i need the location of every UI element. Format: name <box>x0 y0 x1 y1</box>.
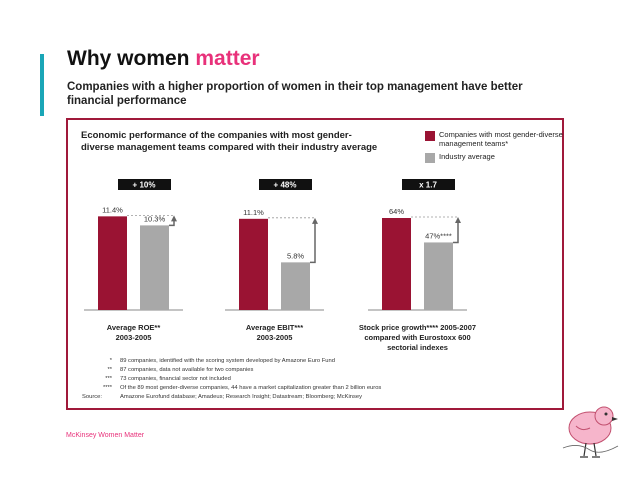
bar-value-label: 10.3% <box>144 214 166 223</box>
difference-arrow <box>453 221 459 244</box>
source-text: Amazone Eurofund database; Amadeus; Rese… <box>120 394 362 400</box>
category-label: Stock price growth**** 2005-2007 <box>359 323 476 332</box>
bar <box>239 218 268 310</box>
category-label: compared with Eurostoxx 600 <box>364 333 470 342</box>
bar-value-label: 11.1% <box>243 208 264 217</box>
difference-badge-label: + 48% <box>274 181 297 190</box>
footnote-mark: *** <box>105 376 112 382</box>
bar-chart: 11.4%10.3%+ 10%Average ROE**2003-200511.… <box>84 179 476 352</box>
category-label: Average EBIT*** <box>246 323 303 332</box>
difference-badge <box>118 179 171 190</box>
footnote-text: 87 companies, data not available for two… <box>120 367 254 373</box>
category-label: 2003-2005 <box>257 333 293 342</box>
difference-arrowhead <box>312 217 318 224</box>
difference-arrow <box>310 221 316 264</box>
category-label: Average ROE** <box>107 323 161 332</box>
legend-swatch-gender-diverse <box>425 131 435 141</box>
bar <box>382 218 411 310</box>
bar <box>424 242 453 310</box>
bar <box>140 225 169 310</box>
footnote-mark: * <box>109 358 112 364</box>
footnote-mark: ** <box>107 367 112 373</box>
difference-badge <box>259 179 312 190</box>
bird-mascot-illustration <box>562 406 619 458</box>
credit-link[interactable]: McKinsey Women Matter <box>66 432 145 439</box>
legend-swatch-industry-average <box>425 153 435 163</box>
chart-title: Economic performance of the companies wi… <box>81 130 378 153</box>
title-accent-bar <box>40 54 44 116</box>
category-label: 2003-2005 <box>116 333 152 342</box>
bar-value-label: 5.8% <box>287 251 304 260</box>
bar-value-label: 64% <box>389 207 404 216</box>
difference-arrow <box>169 219 175 227</box>
bar <box>281 262 310 310</box>
slide-title: Why women matter <box>67 47 260 71</box>
bar-value-label: 47%**** <box>425 231 452 240</box>
footnote-mark: **** <box>102 385 112 391</box>
category-label: sectorial indexes <box>387 343 448 352</box>
legend-label-gender-diverse: Companies with most gender-diverse manag… <box>439 130 563 148</box>
legend-label-industry-average: Industry average <box>439 152 495 161</box>
difference-badge <box>402 179 455 190</box>
footnote-text: 73 companies, financial sector not inclu… <box>120 376 231 382</box>
difference-badge-label: x 1.7 <box>419 181 437 190</box>
difference-arrowhead <box>171 215 177 222</box>
slide-title-highlight: matter <box>195 47 260 70</box>
footnote-text: 89 companies, identified with the scorin… <box>120 358 335 364</box>
footnote-text: Of the 89 most gender-diverse companies,… <box>120 385 382 391</box>
slide-title-prefix: Why women <box>67 47 190 70</box>
difference-arrowhead <box>455 217 461 223</box>
bar <box>98 216 127 310</box>
source-label: Source: <box>82 394 102 400</box>
difference-badge-label: + 10% <box>133 181 156 190</box>
bar-value-label: 11.4% <box>102 205 123 214</box>
slide-subtitle: Companies with a higher proportion of wo… <box>67 81 523 107</box>
chart-frame: Economic performance of the companies wi… <box>66 118 564 410</box>
